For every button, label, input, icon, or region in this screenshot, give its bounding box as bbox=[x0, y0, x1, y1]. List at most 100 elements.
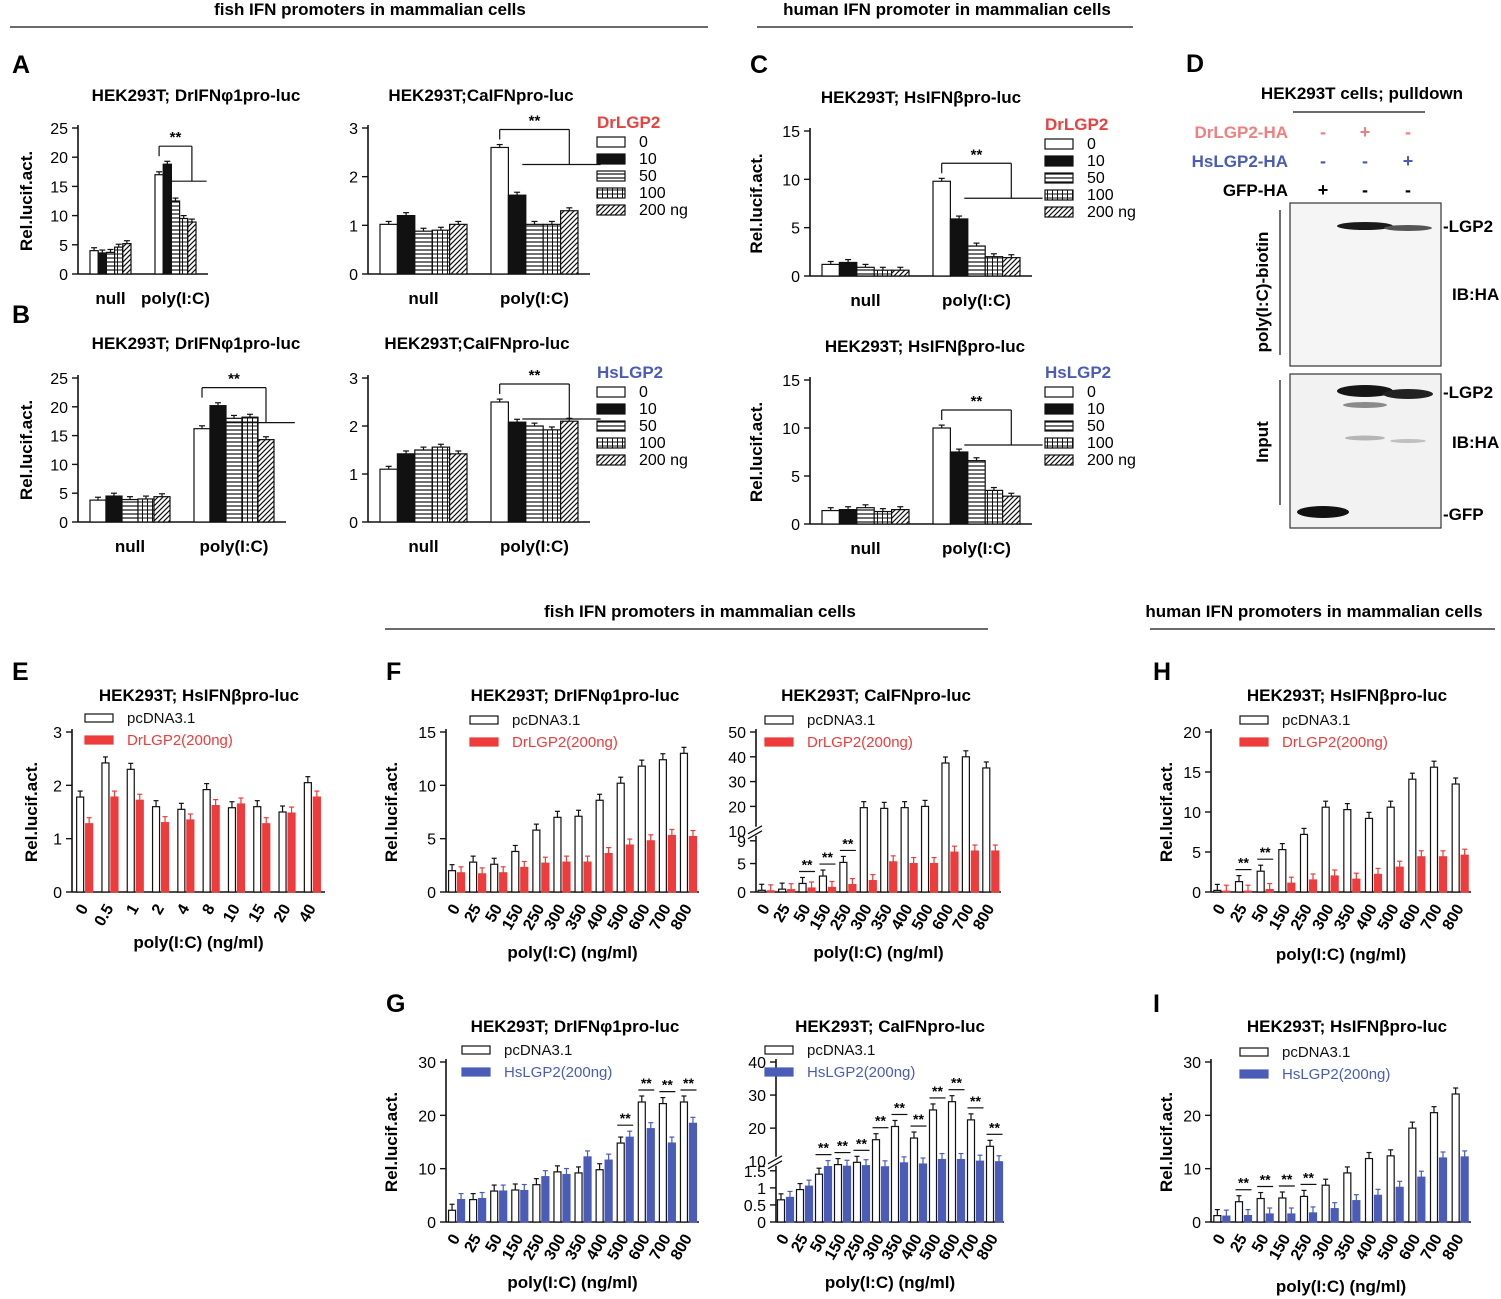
bar bbox=[1308, 879, 1318, 893]
y-tick-label: 2 bbox=[53, 778, 62, 795]
x-tick-label: 10 bbox=[220, 901, 244, 925]
bar bbox=[379, 468, 398, 523]
bar bbox=[1001, 495, 1021, 525]
y-tick-label: 5 bbox=[791, 221, 800, 238]
y-tick-label: 15 bbox=[50, 179, 68, 196]
legend-swatch bbox=[764, 715, 794, 725]
x-tick-label: 600 bbox=[1396, 901, 1424, 933]
chart-title: HEK293T;CaIFNpro-luc bbox=[388, 86, 573, 105]
significance-label: ** bbox=[894, 1099, 905, 1115]
y-tick-label: 5 bbox=[737, 857, 746, 874]
x-tick-label: 800 bbox=[668, 1231, 696, 1263]
legend-label: 200 ng bbox=[639, 202, 688, 219]
legend-label: 100 bbox=[639, 435, 666, 452]
bar bbox=[821, 263, 840, 277]
bar bbox=[873, 269, 893, 277]
bar bbox=[1330, 875, 1339, 893]
bar bbox=[520, 866, 529, 893]
bar bbox=[961, 756, 970, 893]
x-category-label: poly(I:C) bbox=[500, 289, 569, 308]
y-axis-label: Rel.lucif.act. bbox=[382, 762, 401, 862]
chart-title: HEK293T; CaIFNpro-luc bbox=[795, 1017, 985, 1036]
sign-r3-l2: - bbox=[1362, 180, 1368, 200]
bar bbox=[137, 498, 155, 523]
x-tick-label: 700 bbox=[1418, 901, 1446, 933]
x-tick-label: 350 bbox=[1331, 1231, 1359, 1263]
bar bbox=[160, 822, 170, 893]
y-tick-label: 30 bbox=[418, 1055, 436, 1072]
bar bbox=[431, 446, 451, 523]
bar bbox=[861, 1165, 871, 1223]
bar bbox=[76, 796, 85, 893]
bar bbox=[1001, 257, 1021, 277]
bar bbox=[1417, 856, 1426, 893]
x-tick-label: 350 bbox=[562, 1231, 590, 1263]
bar bbox=[937, 1158, 947, 1223]
bar bbox=[525, 223, 544, 275]
legend-label: 200 ng bbox=[1087, 204, 1136, 221]
bar bbox=[559, 210, 579, 275]
x-axis-label: poly(I:C) (ng/ml) bbox=[133, 933, 263, 952]
chart-title: HEK293T; HsIFNβpro-luc bbox=[99, 686, 299, 705]
x-tick-label: 50 bbox=[807, 1231, 831, 1255]
bar bbox=[1299, 1195, 1309, 1223]
chart-f2: HEK293T; CaIFNpro-luc059102030405002550*… bbox=[728, 686, 1001, 962]
bar bbox=[1373, 1194, 1383, 1223]
bar bbox=[839, 861, 848, 893]
y-tick-label: 1.5 bbox=[744, 1164, 766, 1181]
x-axis-label: poly(I:C) (ng/ml) bbox=[1276, 945, 1406, 964]
legend-swatch bbox=[596, 437, 626, 449]
legend-swatch bbox=[1044, 206, 1074, 218]
significance-label: ** bbox=[875, 1113, 886, 1129]
x-tick-label: 0 bbox=[1210, 1231, 1229, 1247]
x-tick-label: 400 bbox=[584, 1231, 612, 1263]
legend-label: pcDNA3.1 bbox=[504, 1042, 572, 1059]
band-lgp2-hs-pulldown bbox=[1384, 225, 1432, 231]
bar bbox=[982, 767, 991, 893]
bar bbox=[984, 256, 1004, 277]
x-category-label: poly(I:C) bbox=[200, 537, 269, 556]
bar bbox=[379, 223, 398, 275]
y-tick-label: 0 bbox=[1192, 1215, 1201, 1232]
x-tick-label: 400 bbox=[1353, 1231, 1381, 1263]
panel-letter: F bbox=[386, 658, 401, 686]
legend-swatch bbox=[596, 187, 626, 199]
legend-label: pcDNA3.1 bbox=[807, 1042, 875, 1059]
bar bbox=[262, 823, 271, 893]
bar bbox=[542, 429, 562, 523]
legend-label: 10 bbox=[1087, 401, 1105, 418]
legend-label: pcDNA3.1 bbox=[1282, 1044, 1350, 1061]
bar bbox=[766, 890, 775, 893]
bar bbox=[637, 765, 646, 893]
sign-r1-l3: - bbox=[1405, 122, 1411, 142]
bar bbox=[1234, 880, 1244, 893]
bar bbox=[562, 1173, 571, 1223]
x-axis-label: poly(I:C) (ng/ml) bbox=[813, 943, 943, 962]
bar bbox=[1417, 1176, 1426, 1223]
panel-letter-d: D bbox=[1186, 50, 1204, 78]
x-tick-label: 500 bbox=[605, 1231, 633, 1263]
bar bbox=[941, 762, 950, 893]
chart-title: HEK293T; DrIFNφ1pro-luc bbox=[92, 334, 301, 353]
x-tick-label: 25 bbox=[788, 1231, 812, 1255]
x-category-label: poly(I:C) bbox=[500, 537, 569, 556]
significance-label: ** bbox=[970, 1093, 981, 1109]
x-tick-label: 700 bbox=[647, 1231, 675, 1263]
significance-label: ** bbox=[989, 1119, 1000, 1135]
bar bbox=[583, 1156, 592, 1223]
bar bbox=[604, 852, 613, 893]
y-tick-label: 1 bbox=[757, 1181, 766, 1198]
bar bbox=[658, 1102, 667, 1223]
bar bbox=[449, 223, 468, 275]
legend-label: 100 bbox=[639, 185, 666, 202]
bar bbox=[187, 221, 197, 275]
bar bbox=[490, 401, 509, 523]
y-tick-label: 3 bbox=[349, 121, 358, 138]
x-tick-label: 50 bbox=[1249, 1231, 1273, 1255]
bar bbox=[833, 1163, 843, 1223]
bar bbox=[449, 453, 468, 523]
bar bbox=[153, 496, 171, 523]
